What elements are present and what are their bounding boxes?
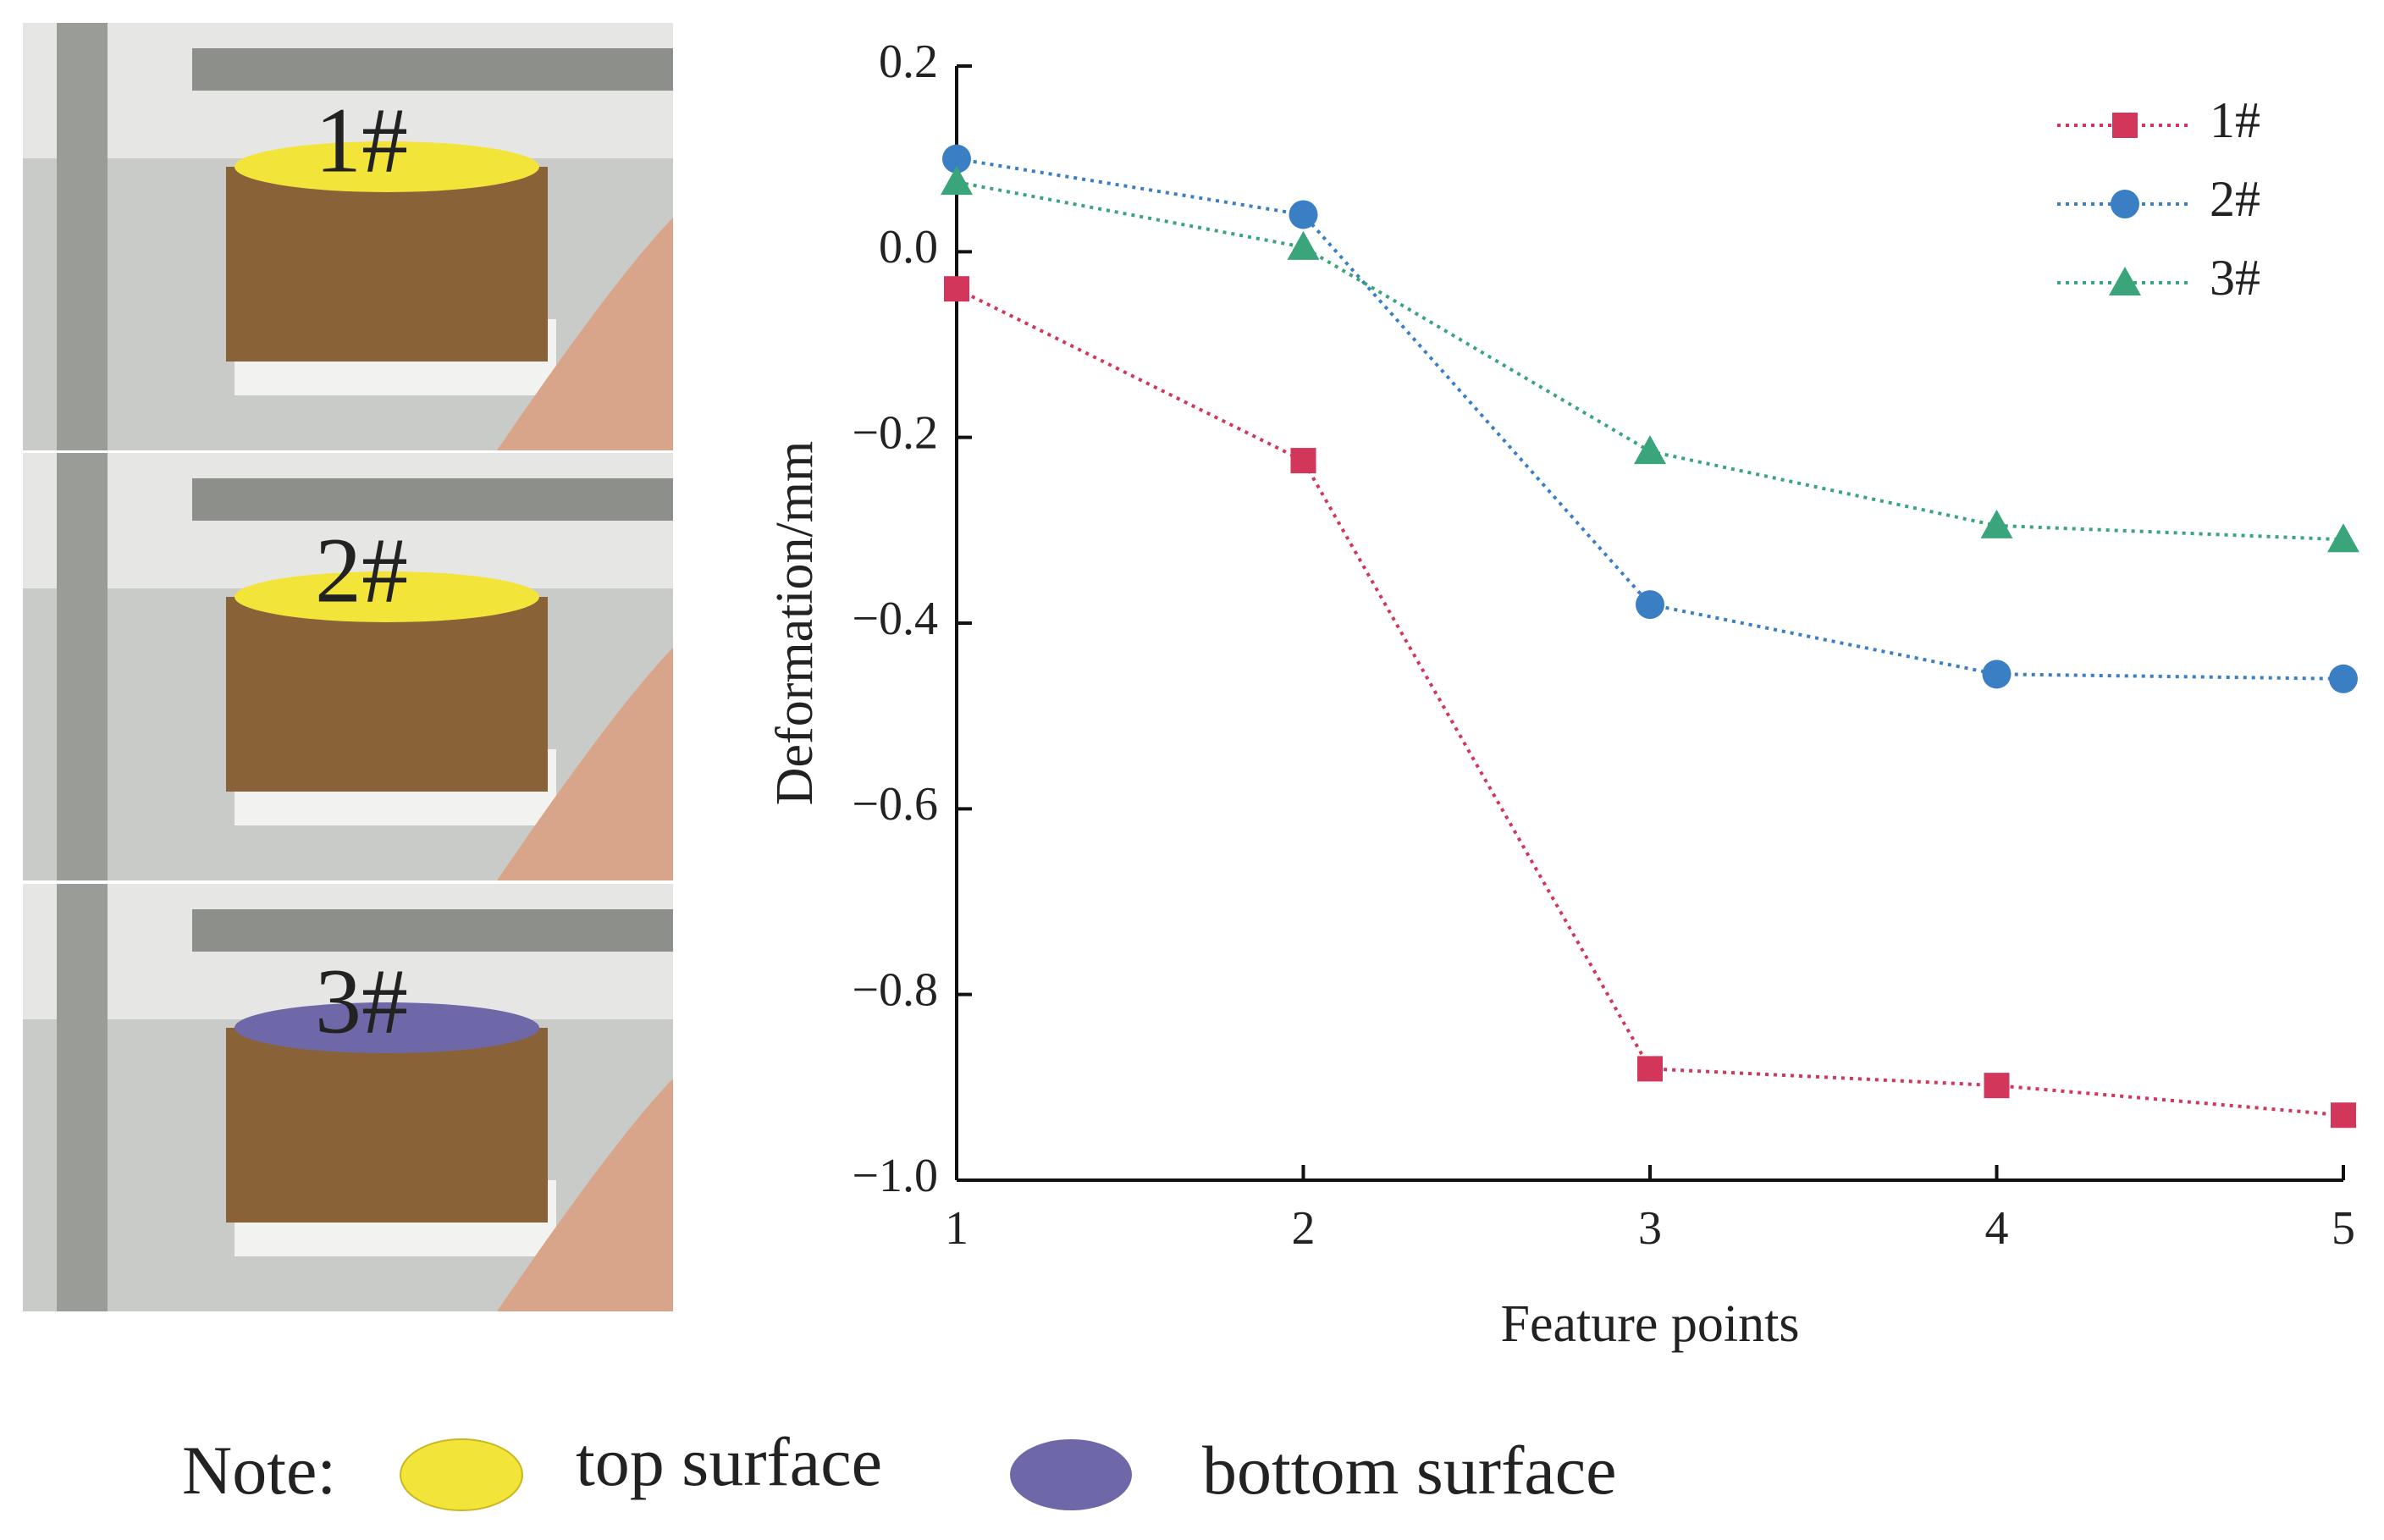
- x-tick-label: 2: [1292, 1202, 1316, 1255]
- x-tick-label: 1: [945, 1202, 968, 1255]
- marker: [944, 276, 969, 302]
- marker: [1982, 660, 2012, 689]
- marker: [1636, 590, 1664, 620]
- marker: [1287, 230, 1320, 260]
- marker: [2109, 267, 2141, 295]
- photo-label: 1#: [315, 88, 408, 191]
- marker: [2112, 113, 2138, 138]
- y-tick-label: −0.2: [852, 407, 938, 460]
- marker: [1637, 1056, 1663, 1082]
- marker: [1634, 435, 1666, 465]
- y-axis-label: Deformation/mm: [766, 441, 824, 805]
- marker: [2329, 664, 2358, 693]
- marker: [2327, 523, 2359, 553]
- y-tick-label: −1.0: [852, 1150, 938, 1202]
- marker: [2111, 190, 2139, 218]
- y-tick-label: 0.0: [879, 221, 938, 273]
- photo-panel: 3#: [23, 884, 673, 1311]
- x-tick-label: 5: [2332, 1202, 2355, 1255]
- marker: [941, 166, 973, 196]
- y-tick-label: −0.8: [852, 964, 938, 1017]
- y-tick-label: −0.4: [852, 593, 938, 645]
- photo-label: 2#: [315, 518, 408, 621]
- photo-panel: 2#: [23, 453, 673, 880]
- series-line: [956, 287, 2344, 1118]
- note: Note: top surface bottom surface: [182, 1423, 1617, 1511]
- legend-label: 1#: [2210, 92, 2260, 148]
- marker: [1289, 200, 1318, 229]
- photo-label: 3#: [315, 949, 408, 1052]
- legend-label: 3#: [2210, 250, 2260, 306]
- marker: [1984, 1073, 2010, 1099]
- series-line: [956, 180, 2344, 542]
- x-tick-label: 3: [1638, 1202, 1662, 1255]
- marker: [942, 144, 971, 174]
- note-top: top surface: [576, 1423, 882, 1500]
- note-title: Note:: [182, 1432, 336, 1509]
- photo-panel: 1#: [23, 23, 673, 450]
- y-tick-label: 0.2: [879, 36, 938, 88]
- marker: [1290, 448, 1316, 474]
- y-tick-label: −0.6: [852, 778, 938, 831]
- x-axis-label: Feature points: [1501, 1295, 1800, 1353]
- x-tick-label: 4: [1985, 1202, 2009, 1255]
- note-bottom: bottom surface: [1202, 1432, 1617, 1509]
- marker: [2331, 1102, 2356, 1129]
- marker: [1980, 509, 2013, 538]
- legend-label: 2#: [2210, 171, 2260, 227]
- chart: 0.2 0.0 −0.2 −0.4 −0.6 −0.8 −1.01 2 3 4 5 Feature p…: [766, 36, 2359, 1353]
